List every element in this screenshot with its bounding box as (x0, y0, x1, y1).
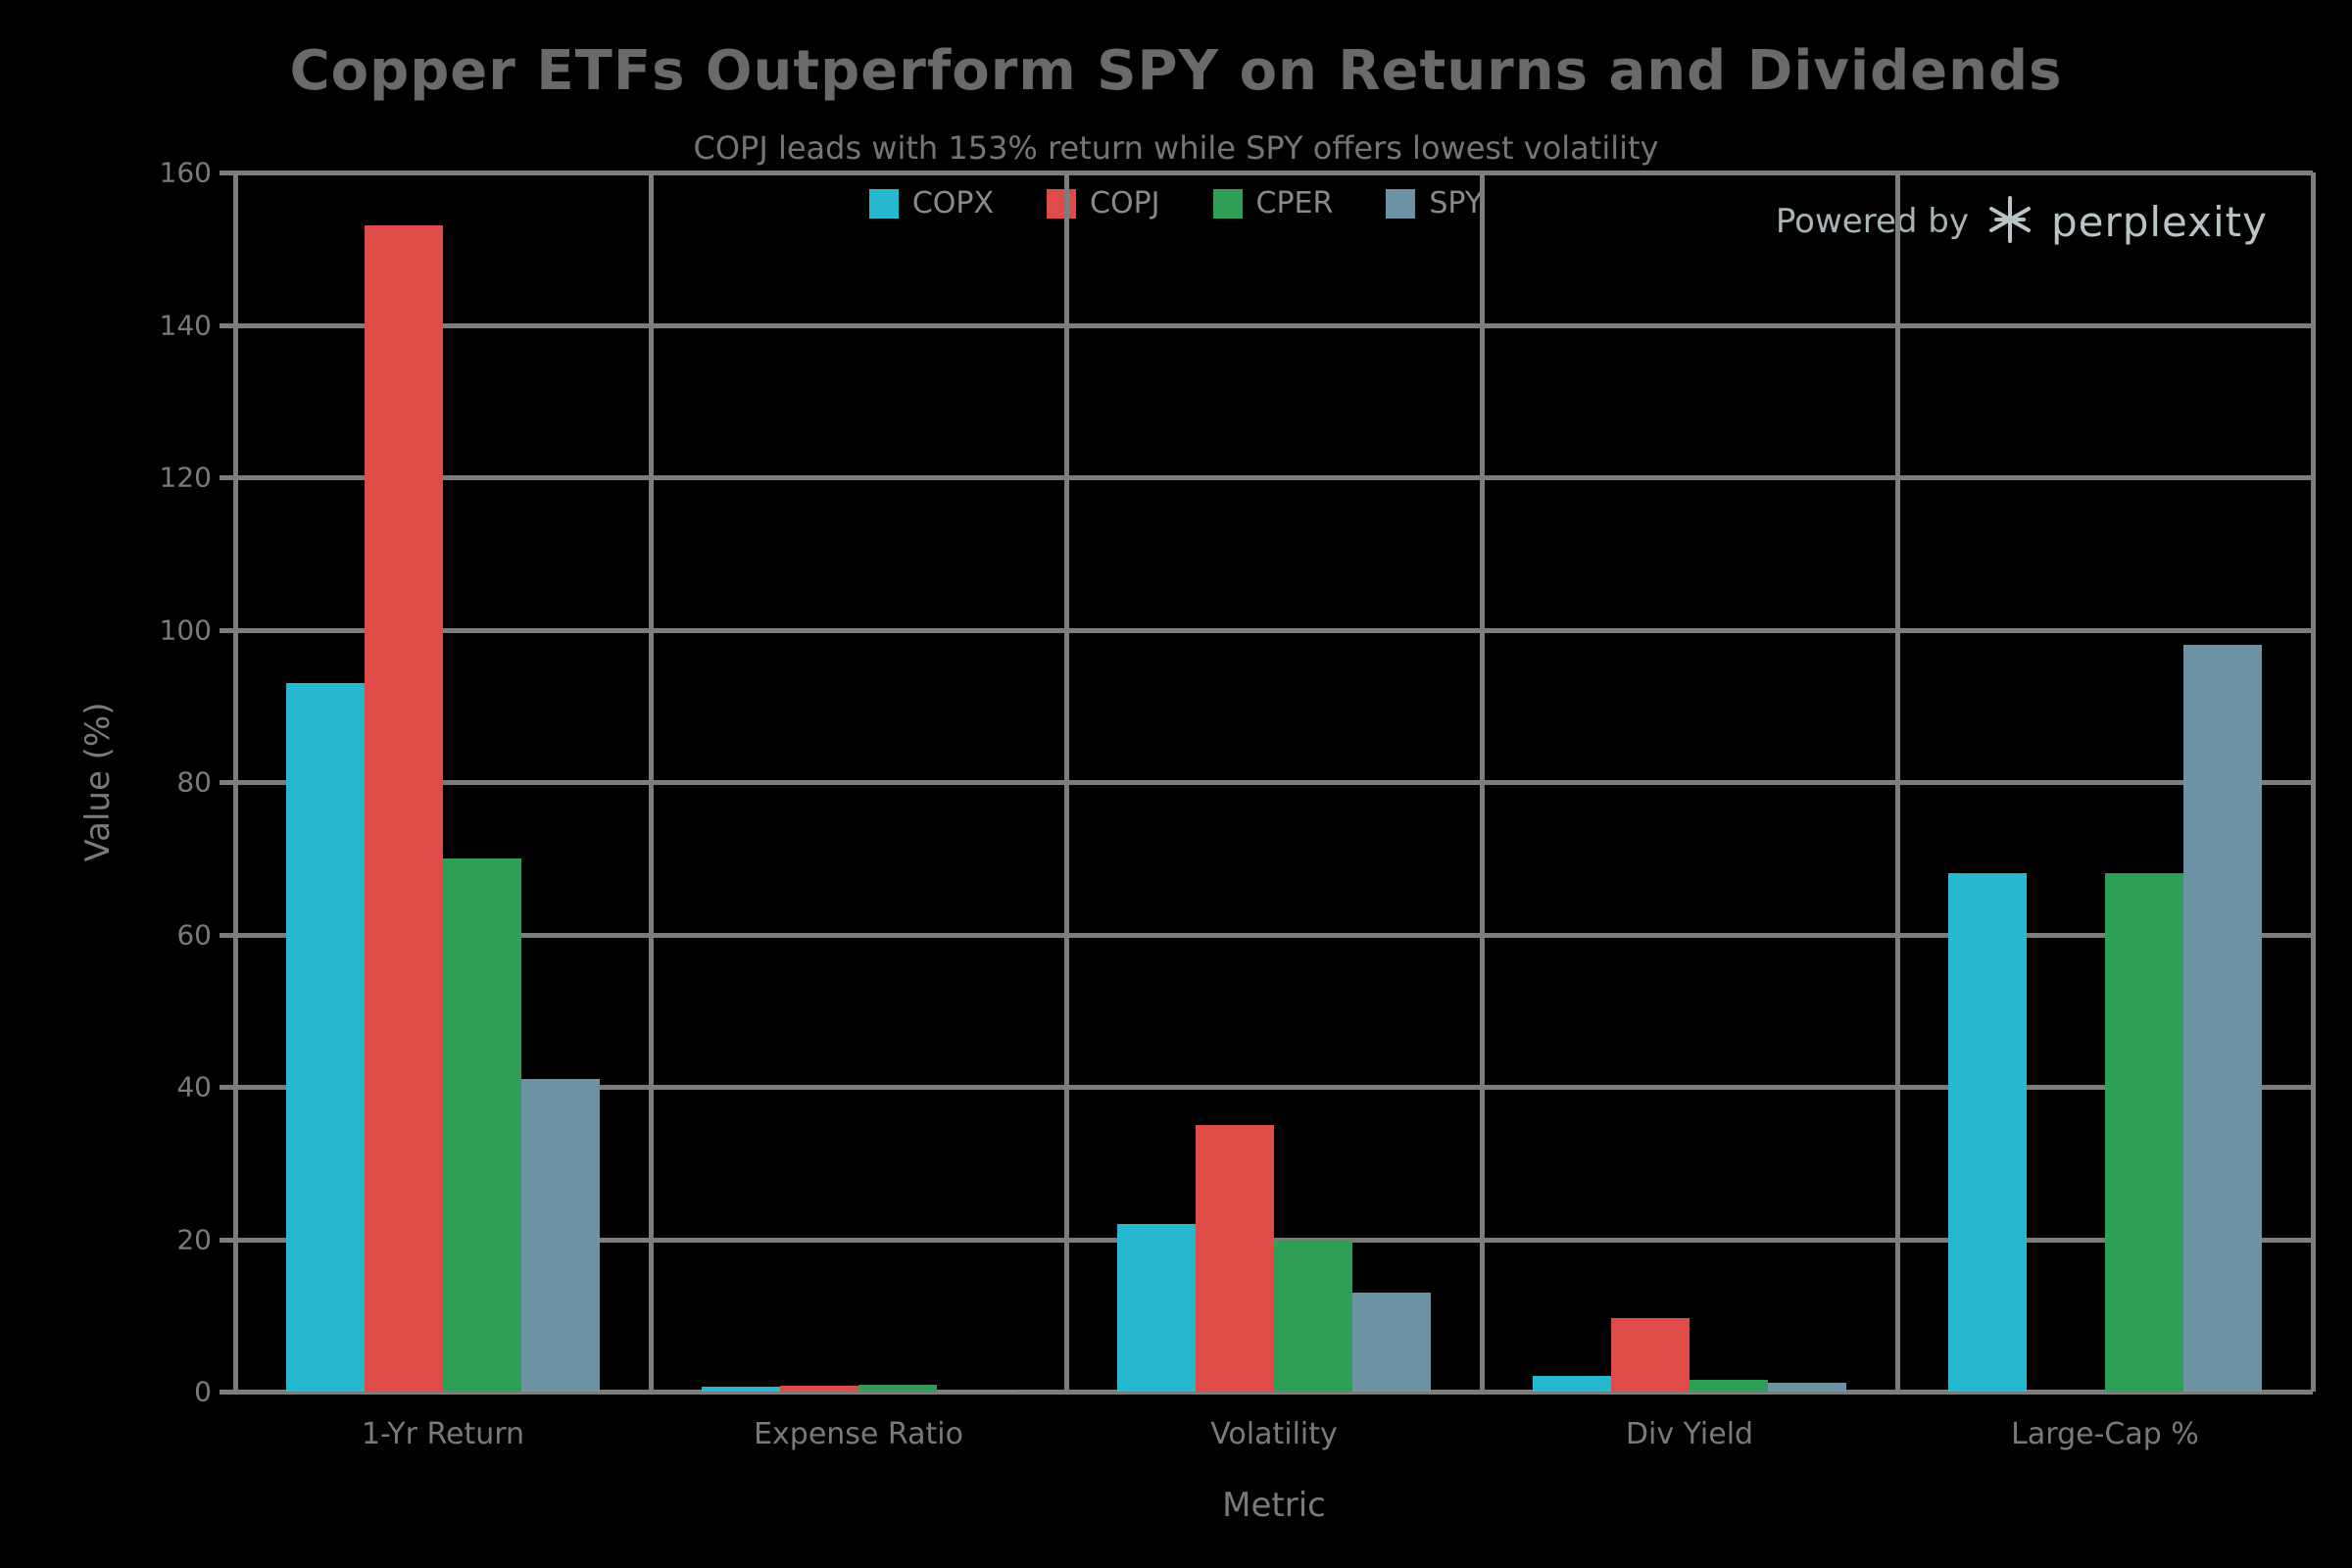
x-axis-title: Metric (1222, 1486, 1326, 1525)
bar-CPER-Volatility (1274, 1239, 1352, 1392)
y-tick-label-80: 80 (176, 765, 212, 799)
legend-swatch-COPX (868, 188, 899, 219)
legend-label-COPX: COPX (911, 186, 995, 220)
gridline-y-140 (235, 322, 2313, 328)
bar-SPY-Div-Yield (1768, 1382, 1846, 1392)
bar-SPY-Volatility (1352, 1292, 1431, 1392)
x-category-label: 1-Yr Return (361, 1417, 525, 1451)
y-tickmark-20 (220, 1237, 235, 1243)
perplexity-asterisk-icon (1984, 194, 2035, 249)
y-tick-label-160: 160 (159, 156, 212, 189)
gridline-y-160 (235, 171, 2313, 175)
bar-CPER-Large-Cap-% (2105, 873, 2183, 1392)
y-tick-label-20: 20 (176, 1223, 212, 1255)
y-tickmark-0 (220, 1390, 235, 1395)
legend-item-SPY[interactable]: SPY (1386, 186, 1483, 220)
y-tick-label-100: 100 (159, 613, 212, 646)
bar-COPJ-Volatility (1196, 1124, 1274, 1392)
y-axis-title: Value (%) (78, 702, 118, 862)
plot-area: 0 20 40 60 80 100 120 140 160 1-Yr Return Expense … (160, 157, 2316, 1451)
gridline-y-40 (235, 1085, 2313, 1090)
bar-COPJ-Div-Yield (1611, 1318, 1690, 1392)
legend-item-CPER[interactable]: CPER (1212, 186, 1334, 220)
legend-label-SPY: SPY (1429, 186, 1484, 220)
bar-COPX-Div-Yield (1533, 1376, 1611, 1392)
bar-COPX-Expense-Ratio (702, 1386, 780, 1392)
legend-label-COPJ: COPJ (1090, 186, 1160, 220)
gridline-x-5 (2311, 172, 2316, 1392)
y-tickmark-40 (220, 1085, 235, 1090)
y-tickmark-160 (220, 171, 235, 175)
y-tickmark-100 (220, 627, 235, 633)
y-tick-label-120: 120 (159, 461, 212, 494)
bar-COPX-Large-Cap-% (1948, 873, 2027, 1392)
gridline-x-2 (1064, 172, 1069, 1392)
chart-subtitle: COPJ leads with 153% return while SPY of… (693, 129, 1659, 167)
y-tickmark-120 (220, 475, 235, 480)
perplexity-wordmark: perplexity (2050, 197, 2268, 246)
x-category-label: Large-Cap % (2011, 1417, 2199, 1451)
legend-label-CPER: CPER (1255, 186, 1334, 220)
y-tick-label-0: 0 (194, 1375, 212, 1408)
bar-SPY-Large-Cap-% (2183, 645, 2262, 1392)
legend-swatch-CPER (1212, 188, 1243, 219)
legend-item-COPX[interactable]: COPX (868, 186, 995, 220)
gridline-y-100 (235, 627, 2313, 633)
bar-CPER-1-Yr-Return (443, 858, 521, 1392)
bar-SPY-1-Yr-Return (521, 1079, 600, 1392)
x-category-label: Div Yield (1625, 1417, 1754, 1451)
gridline-y-60 (235, 932, 2313, 938)
y-tick-label-140: 140 (159, 309, 212, 341)
y-tickmark-140 (220, 322, 235, 328)
y-tick-label-40: 40 (176, 1070, 212, 1103)
gridline-y-0 (235, 1390, 2313, 1395)
bar-SPY-Expense-Ratio (937, 1391, 1015, 1392)
bar-CPER-Div-Yield (1690, 1380, 1768, 1392)
gridline-x-3 (1480, 172, 1485, 1392)
bar-COPJ-Expense-Ratio (780, 1386, 858, 1392)
gridline-x-1 (649, 172, 654, 1392)
gridline-x-0 (233, 172, 238, 1392)
bar-CPER-Expense-Ratio (858, 1385, 937, 1392)
y-tickmark-80 (220, 780, 235, 785)
chart-title: Copper ETFs Outperform SPY on Returns an… (289, 39, 2063, 103)
legend: COPX COPJ CPER SPY (0, 186, 2352, 220)
legend-item-COPJ[interactable]: COPJ (1047, 186, 1160, 220)
bar-COPX-1-Yr-Return (286, 682, 365, 1392)
powered-by-badge: Powered by perplexity (1776, 194, 2268, 249)
gridline-y-80 (235, 780, 2313, 785)
legend-swatch-SPY (1386, 188, 1416, 219)
y-tickmark-60 (220, 932, 235, 938)
x-category-label: Volatility (1210, 1417, 1338, 1451)
y-tick-label-60: 60 (176, 918, 212, 951)
powered-by-label: Powered by (1775, 202, 1969, 241)
gridline-x-4 (1895, 172, 1900, 1392)
bar-COPX-Volatility (1117, 1223, 1196, 1392)
x-category-label: Expense Ratio (754, 1417, 963, 1451)
legend-swatch-COPJ (1047, 188, 1077, 219)
gridline-y-120 (235, 475, 2313, 480)
bar-COPJ-1-Yr-Return (365, 225, 443, 1392)
